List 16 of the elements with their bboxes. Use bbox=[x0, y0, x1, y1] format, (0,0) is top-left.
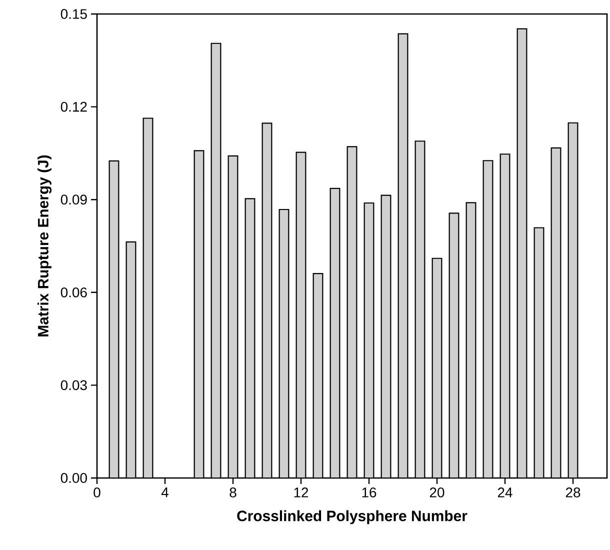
y-axis-title: Matrix Rupture Energy (J) bbox=[38, 155, 52, 336]
x-tick-label: 20 bbox=[430, 488, 444, 498]
x-tick-label: 12 bbox=[294, 488, 308, 498]
y-tick-label: 0.03 bbox=[60, 380, 87, 390]
x-tick-label: 0 bbox=[94, 488, 100, 498]
x-tick-label: 24 bbox=[498, 488, 512, 498]
x-tick-label: 28 bbox=[566, 488, 580, 498]
y-tick-label: 0.00 bbox=[60, 473, 87, 483]
x-tick-label: 16 bbox=[362, 488, 376, 498]
y-tick-label: 0.06 bbox=[60, 287, 87, 298]
x-tick-label: 8 bbox=[230, 488, 236, 498]
y-tick-label: 0.15 bbox=[60, 9, 87, 19]
y-tick-label: 0.12 bbox=[60, 102, 87, 112]
x-tick-label: 4 bbox=[161, 488, 168, 498]
x-axis-title: Crosslinked Polysphere Number bbox=[237, 510, 468, 524]
y-tick-label: 0.09 bbox=[60, 194, 87, 205]
